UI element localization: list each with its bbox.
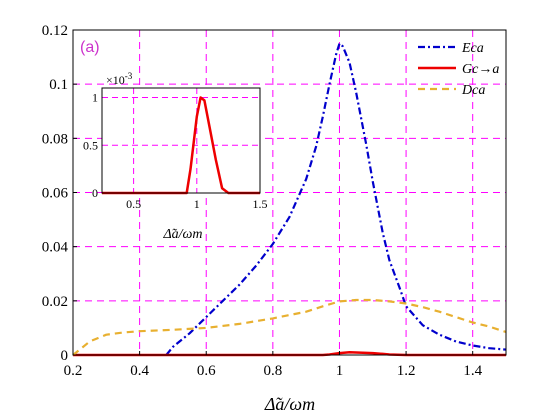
- x-axis-label: Δ̃a/ωm: [264, 394, 315, 414]
- x-tick-label: 1.2: [397, 363, 416, 379]
- y-tick-label: 0: [61, 348, 69, 364]
- main-ticks: 0.2 0.4 0.6 0.8 1 1.2 1.4 0 0.02 0.04 0.06 0.08 0.1 0…: [42, 23, 483, 379]
- series-line-dca: [72, 298, 507, 356]
- inset-exponent-power: -3: [125, 71, 133, 81]
- legend-label: Gc→a: [462, 62, 499, 77]
- inset-x-tick-label: 1: [194, 197, 200, 211]
- panel-label: (a): [80, 39, 100, 56]
- y-tick-label: 0.02: [42, 294, 68, 310]
- inset-ticks: 0.5 1 1.5 0 0.5 1: [83, 91, 268, 211]
- legend-label: Dca: [461, 83, 485, 98]
- x-tick-label: 0.8: [263, 363, 282, 379]
- inset-frame: [101, 87, 261, 194]
- inset-y-tick-label: 0: [92, 186, 98, 200]
- inset-x-tick-label: 1.5: [253, 197, 268, 211]
- plot-frame: [72, 29, 507, 356]
- y-tick-label: 0.04: [42, 240, 69, 256]
- y-tick-label: 0.08: [42, 131, 68, 147]
- x-tick-label: 0.4: [130, 363, 149, 379]
- inset-y-tick-label: 1: [92, 91, 98, 105]
- inset-x-axis-label: Δ̃a/ωm: [162, 227, 202, 242]
- legend: Eca Gc→a Dca: [418, 41, 499, 98]
- x-tick-label: 0.2: [64, 363, 83, 379]
- x-tick-label: 1.4: [463, 363, 482, 379]
- inset-exponent: ×10-3: [106, 71, 133, 87]
- inset-x-tick-label: 0.5: [126, 197, 141, 211]
- inset-y-tick-label: 0.5: [83, 138, 98, 152]
- y-tick-label: 0.12: [42, 23, 68, 39]
- y-tick-label: 0.06: [42, 186, 69, 202]
- y-tick-label: 0.1: [49, 77, 68, 93]
- inset-area: [101, 87, 261, 194]
- inset-exponent-base: ×10: [106, 73, 125, 87]
- legend-label: Eca: [461, 41, 484, 56]
- x-tick-label: 1: [336, 363, 344, 379]
- x-tick-label: 0.6: [197, 363, 216, 379]
